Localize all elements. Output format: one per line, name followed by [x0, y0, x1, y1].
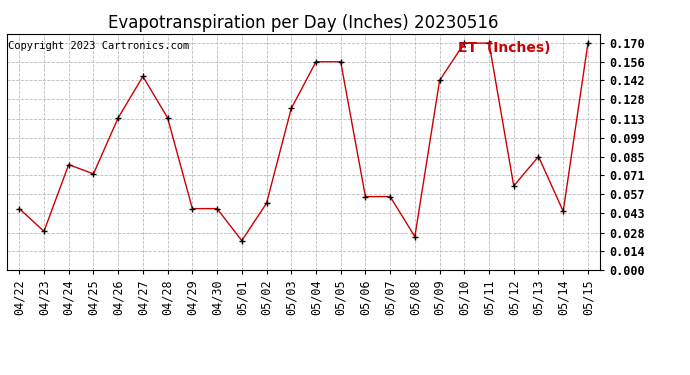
Text: Copyright 2023 Cartronics.com: Copyright 2023 Cartronics.com: [8, 41, 189, 51]
Title: Evapotranspiration per Day (Inches) 20230516: Evapotranspiration per Day (Inches) 2023…: [108, 14, 499, 32]
Text: ET  (Inches): ET (Inches): [458, 41, 551, 55]
